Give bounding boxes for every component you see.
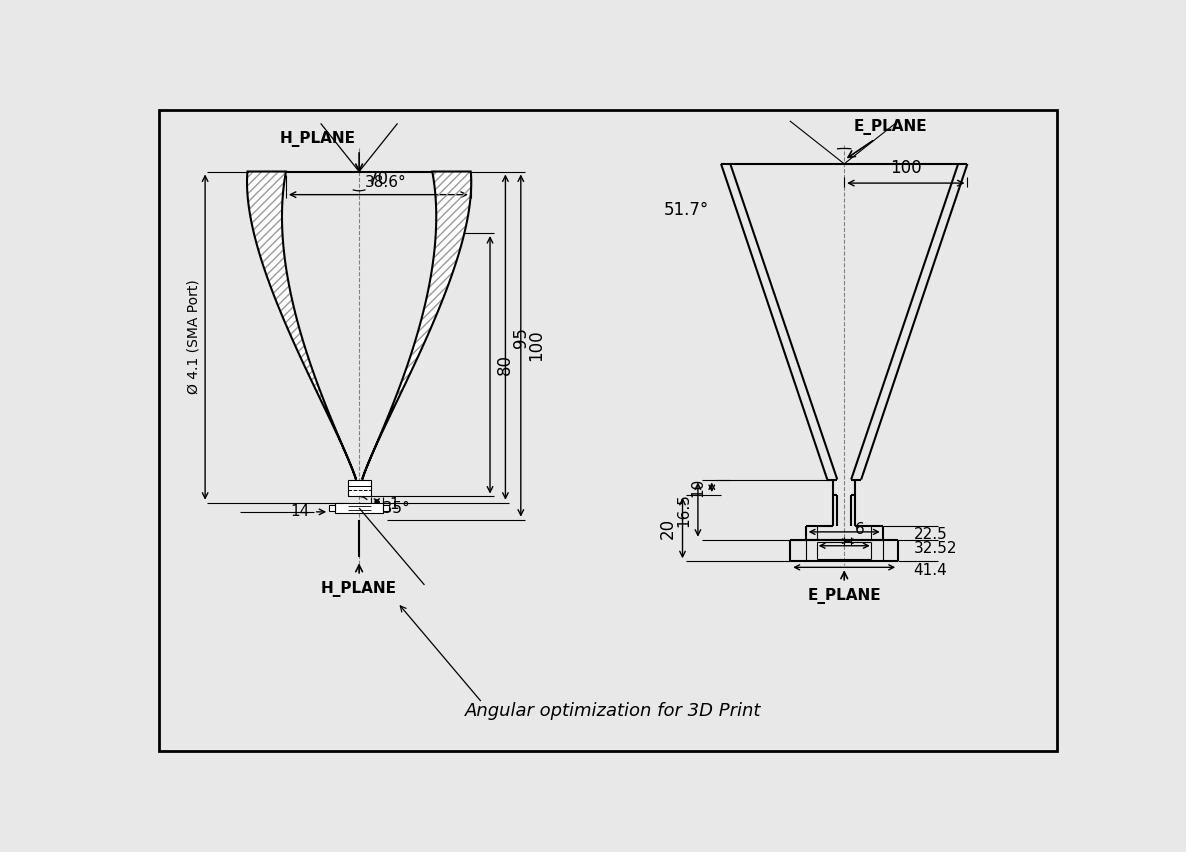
Text: 51.7°: 51.7° xyxy=(664,201,709,219)
Bar xyxy=(336,503,383,514)
Text: H_PLANE: H_PLANE xyxy=(321,581,397,597)
Text: 80: 80 xyxy=(496,354,515,376)
Text: Angular optimization for 3D Print: Angular optimization for 3D Print xyxy=(465,701,761,720)
Text: 95: 95 xyxy=(511,326,530,348)
Bar xyxy=(347,480,371,497)
Text: E_PLANE: E_PLANE xyxy=(854,118,927,135)
Text: 100: 100 xyxy=(527,330,546,361)
Text: 22.5: 22.5 xyxy=(913,527,948,542)
Text: 38.6°: 38.6° xyxy=(365,176,407,190)
Bar xyxy=(329,505,336,511)
Text: Ø 4.1 (SMA Port): Ø 4.1 (SMA Port) xyxy=(186,279,200,394)
Text: E_PLANE: E_PLANE xyxy=(808,588,881,604)
Text: 1: 1 xyxy=(389,498,398,512)
Text: H_PLANE: H_PLANE xyxy=(279,131,356,147)
Text: 32.52: 32.52 xyxy=(913,541,957,556)
Text: 100: 100 xyxy=(890,159,922,177)
Text: 6: 6 xyxy=(855,521,865,537)
Text: 10: 10 xyxy=(690,478,706,497)
Text: 70: 70 xyxy=(368,170,389,188)
Polygon shape xyxy=(362,171,471,480)
Text: 135°: 135° xyxy=(372,501,409,516)
Polygon shape xyxy=(247,171,356,480)
Text: 16.5: 16.5 xyxy=(677,492,691,527)
Text: 14: 14 xyxy=(291,504,310,520)
Text: 20: 20 xyxy=(658,517,676,538)
Bar xyxy=(383,505,389,511)
Text: 41.4: 41.4 xyxy=(913,562,948,578)
